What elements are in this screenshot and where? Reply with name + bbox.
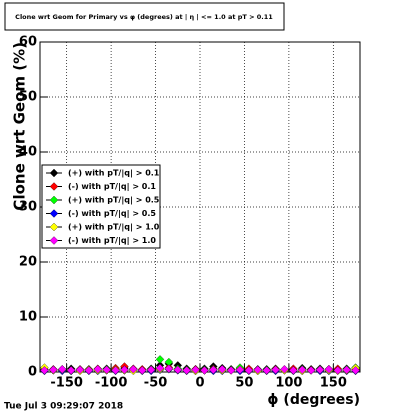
point [173,365,182,375]
legend-marker [49,182,59,191]
point [324,365,334,374]
point [66,366,76,375]
point [235,365,245,375]
point [289,366,298,375]
point [155,363,165,373]
x-tick-label: 50 [235,376,253,391]
point [271,365,280,375]
point [164,364,174,373]
y-tick-label: 20 [19,255,37,270]
legend-marker [49,209,59,218]
point [209,365,218,375]
legend-label: (+) with pT/|q| > 0.1 [68,169,160,178]
point [218,365,227,374]
point [84,366,94,375]
point [155,355,165,364]
point [315,365,325,375]
point [111,366,120,375]
legend-label: (-) with pT/|q| > 0.1 [68,182,156,191]
point [253,365,262,375]
point [191,365,200,375]
point [200,366,209,375]
point [146,365,156,375]
x-tick-label: 0 [195,376,204,391]
y-tick-label: 10 [19,310,37,325]
timestamp: Tue Jul 3 09:29:07 2018 [4,402,123,412]
point [102,365,111,375]
point [75,365,85,375]
point [226,366,236,375]
legend-label: (-) with pT/|q| > 1.0 [68,236,156,245]
point [351,366,360,375]
title-box [4,2,285,31]
legend-label: (+) with pT/|q| > 0.5 [68,196,160,205]
legend-marker [49,168,59,178]
point [49,365,58,375]
point [93,365,102,374]
legend-marker [49,236,59,245]
plot-border [39,41,361,373]
legend-label: (-) with pT/|q| > 0.5 [68,209,156,218]
point [262,366,271,375]
y-tick-label: 40 [19,145,37,160]
point [120,365,129,375]
x-tick-label: 150 [320,376,347,391]
point [138,366,147,375]
point [129,365,138,374]
chart-title: Clone wrt Geom for Primary vs φ (degrees… [15,13,273,22]
point [298,365,307,375]
y-tick-label: 60 [19,35,37,50]
legend-label: (+) with pT/|q| > 1.0 [68,223,160,232]
point [333,366,342,375]
y-tick-label: 0 [28,365,37,380]
point [40,366,49,375]
point [244,366,254,375]
point [182,366,191,375]
legend-marker [49,195,59,205]
y-tick-label: 30 [19,200,37,215]
point [342,365,351,375]
x-tick-label: 100 [275,376,302,391]
legend-marker [49,222,59,232]
x-axis-label: ϕ (degrees) [267,392,360,408]
point [58,365,67,374]
x-tick-label: -50 [144,376,168,391]
y-tick-label: 50 [19,90,37,105]
x-tick-label: -100 [95,376,128,391]
legend-box [41,164,161,249]
x-tick-label: -150 [50,376,83,391]
point [306,366,316,375]
point [280,365,289,374]
y-axis-label: Clone wrt Geom (%) [11,42,29,211]
